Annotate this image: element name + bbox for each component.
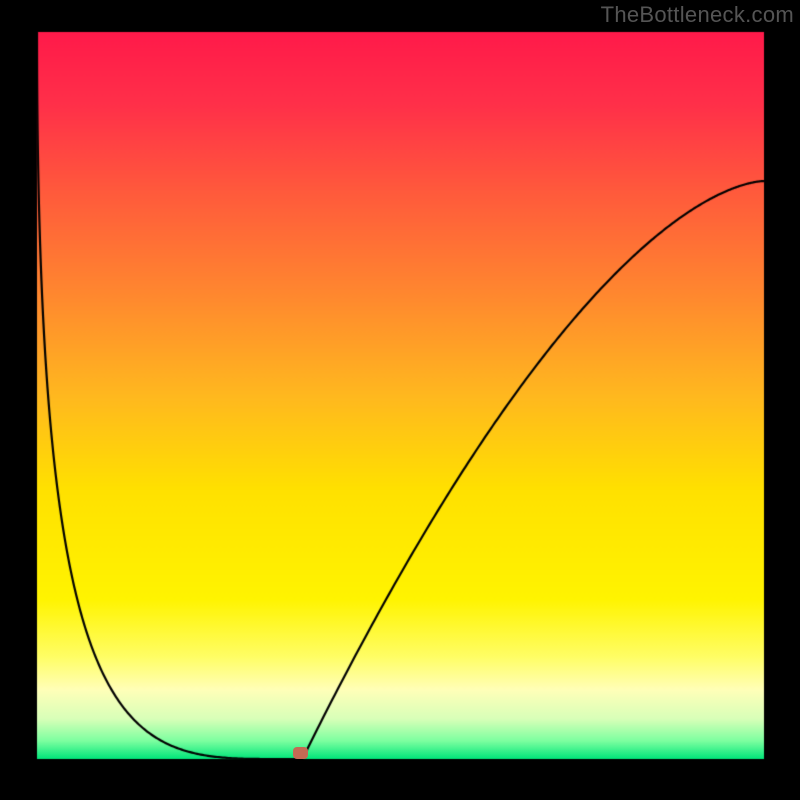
watermark-text: TheBottleneck.com bbox=[601, 2, 794, 28]
bottleneck-curve bbox=[0, 0, 800, 800]
optimum-marker bbox=[293, 747, 308, 759]
